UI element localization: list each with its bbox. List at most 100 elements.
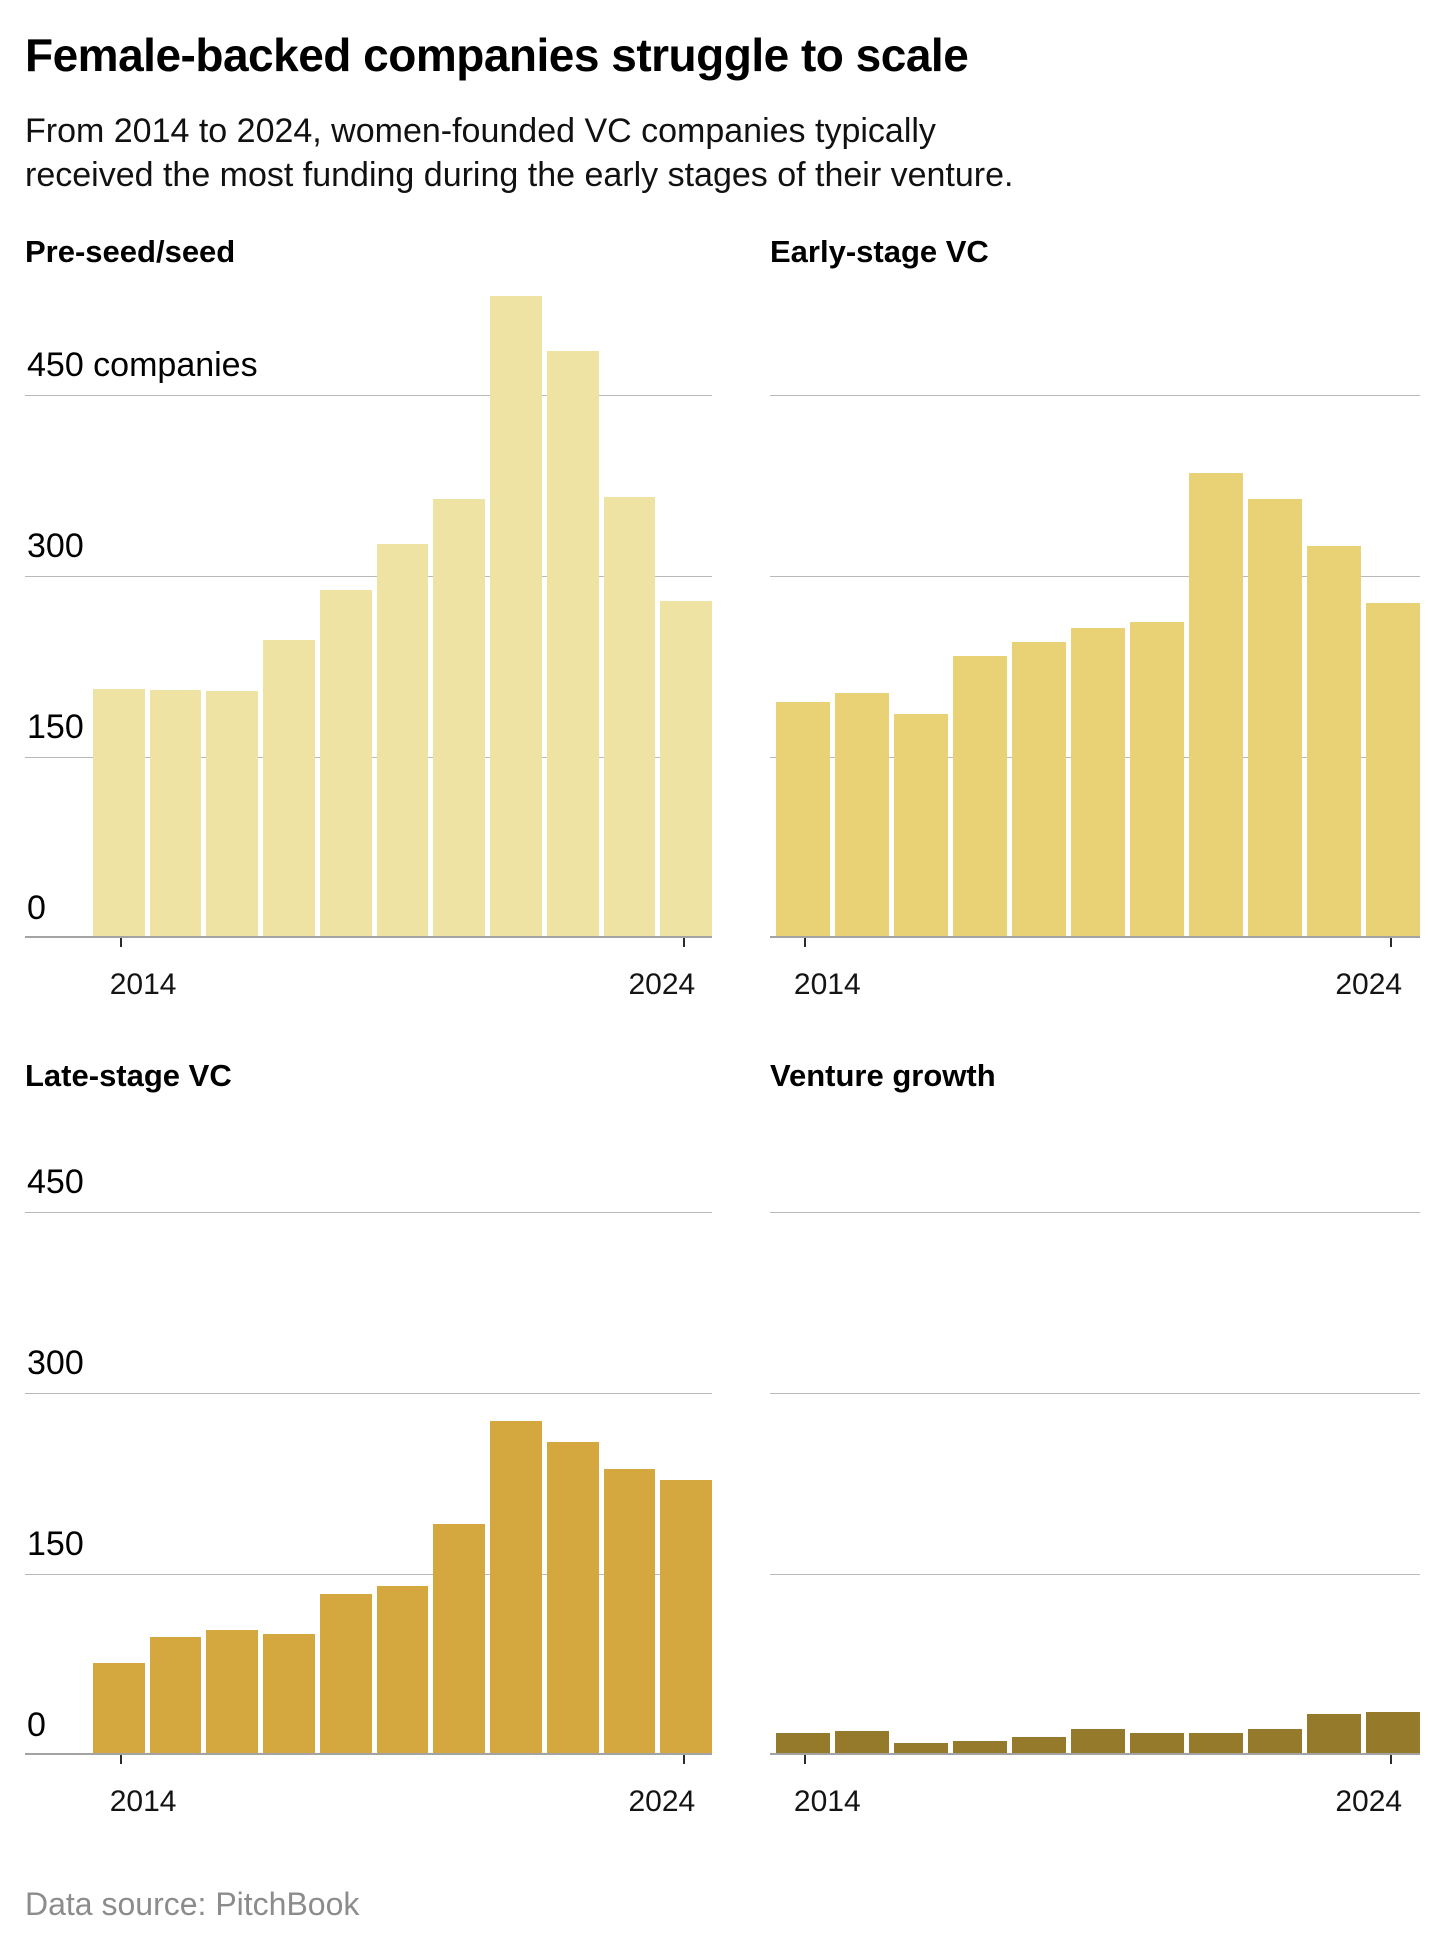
bar-2015: [149, 1637, 202, 1753]
bar-2015: [149, 689, 202, 936]
panel-title-venture-growth: Venture growth: [770, 1058, 996, 1093]
bar-2024: [660, 600, 713, 936]
x-axis-label-early-stage-2014: 2014: [793, 968, 861, 1001]
x-axis-label-late-stage-2014: 2014: [109, 1785, 177, 1818]
bar-2022: [1248, 1728, 1302, 1753]
x-axis-label-venture-growth-2014: 2014: [793, 1785, 861, 1818]
bars-preseed: [93, 296, 713, 936]
bar-2014: [776, 701, 830, 936]
bar-2018: [1012, 1737, 1066, 1753]
panel-title-preseed: Pre-seed/seed: [25, 234, 236, 269]
gridline-150: [770, 1574, 1420, 1575]
x-axis-label-preseed-2014: 2014: [109, 968, 177, 1001]
x-axis-baseline: [25, 936, 712, 938]
bar-2019: [376, 543, 429, 936]
panel-title-late-stage: Late-stage VC: [25, 1058, 232, 1093]
y-axis-label-450: 450 companies: [27, 346, 258, 384]
subtitle-line-1: From 2014 to 2024, women-founded VC comp…: [25, 112, 936, 150]
x-tick-2024: [682, 1755, 685, 1764]
bar-2018: [1012, 641, 1066, 936]
bar-2020: [1130, 622, 1184, 936]
x-tick-2014: [804, 938, 807, 947]
bar-2023: [1307, 546, 1361, 936]
x-axis-baseline: [25, 1753, 712, 1755]
gridline-450: [770, 1212, 1420, 1213]
gridline-300: [770, 1393, 1420, 1394]
bar-2017: [263, 640, 315, 936]
gridline-450: [25, 395, 712, 396]
y-axis-label-150: 150: [27, 1525, 84, 1563]
bar-2022: [546, 1441, 599, 1753]
plot-area-venture-growth: [770, 1212, 1420, 1764]
gridline-450: [770, 395, 1420, 396]
bar-2021: [1189, 472, 1243, 936]
gridline-300: [25, 1393, 712, 1394]
bar-2021: [1189, 1732, 1243, 1753]
y-axis-label-0: 0: [27, 889, 46, 927]
bar-2014: [776, 1732, 830, 1753]
bar-2020: [433, 499, 486, 936]
panel-title-early-stage: Early-stage VC: [770, 234, 989, 269]
bar-2016: [206, 1629, 259, 1753]
gridline-300: [25, 576, 712, 577]
bar-2019: [376, 1586, 429, 1753]
gridline-150: [25, 1574, 712, 1575]
bar-2018: [319, 1593, 372, 1753]
bar-2014: [93, 688, 145, 936]
y-axis-label-150: 150: [27, 708, 84, 746]
bar-2019: [1071, 1728, 1125, 1753]
x-axis-label-late-stage-2024: 2024: [628, 1785, 696, 1818]
bars-late-stage: [93, 1421, 713, 1753]
subtitle-line-2: received the most funding during the ear…: [25, 155, 1014, 194]
gridline-300: [770, 576, 1420, 577]
bar-2016: [206, 691, 259, 936]
bars-early-stage: [776, 472, 1420, 936]
x-tick-2014: [120, 1755, 123, 1764]
bars-venture-growth: [776, 1711, 1420, 1753]
x-axis-baseline: [770, 1753, 1420, 1755]
bar-2022: [1248, 499, 1302, 936]
bar-2019: [1071, 628, 1125, 936]
figure-title: Female-backed companies struggle to scal…: [25, 29, 969, 81]
x-axis-label-early-stage-2024: 2024: [1335, 968, 1403, 1001]
bar-2014: [93, 1662, 145, 1753]
gridline-450: [25, 1212, 712, 1213]
bar-2018: [319, 589, 372, 936]
x-axis-baseline: [770, 936, 1420, 938]
y-axis-label-300: 300: [27, 527, 84, 565]
x-tick-2024: [1389, 1755, 1392, 1764]
y-axis-label-300: 300: [27, 1344, 84, 1382]
bar-2017: [953, 1740, 1007, 1753]
x-tick-2014: [804, 1755, 807, 1764]
bar-2022: [546, 350, 599, 936]
bar-2017: [263, 1633, 315, 1753]
x-tick-2014: [120, 938, 123, 947]
bar-2023: [603, 496, 656, 936]
figure-subtitle: From 2014 to 2024, women-founded VC comp…: [25, 110, 1013, 197]
bar-2016: [894, 713, 948, 936]
bar-2024: [660, 1480, 713, 1753]
plot-area-early-stage: [770, 395, 1420, 947]
bar-2020: [1130, 1732, 1184, 1753]
bar-2021: [490, 296, 542, 936]
bar-2023: [1307, 1714, 1361, 1753]
bar-2024: [1366, 1711, 1420, 1753]
x-tick-2024: [1389, 938, 1392, 947]
bar-2024: [1366, 602, 1420, 936]
bar-2015: [835, 693, 889, 936]
bar-2023: [603, 1469, 656, 1753]
bar-2017: [953, 656, 1007, 936]
plot-area-preseed: 450 companies 300 150 0: [25, 296, 713, 947]
bar-2020: [433, 1523, 486, 1753]
x-tick-2024: [682, 938, 685, 947]
x-axis-label-venture-growth-2024: 2024: [1335, 1785, 1403, 1818]
data-source-note: Data source: PitchBook: [25, 1886, 360, 1922]
bar-2021: [490, 1421, 542, 1753]
bar-2015: [835, 1731, 889, 1753]
y-axis-label-450: 450: [27, 1163, 84, 1201]
y-axis-label-0: 0: [27, 1706, 46, 1744]
plot-area-late-stage: 450 300 150 0: [25, 1163, 713, 1764]
x-axis-label-preseed-2024: 2024: [628, 968, 696, 1001]
bar-2016: [894, 1743, 948, 1753]
